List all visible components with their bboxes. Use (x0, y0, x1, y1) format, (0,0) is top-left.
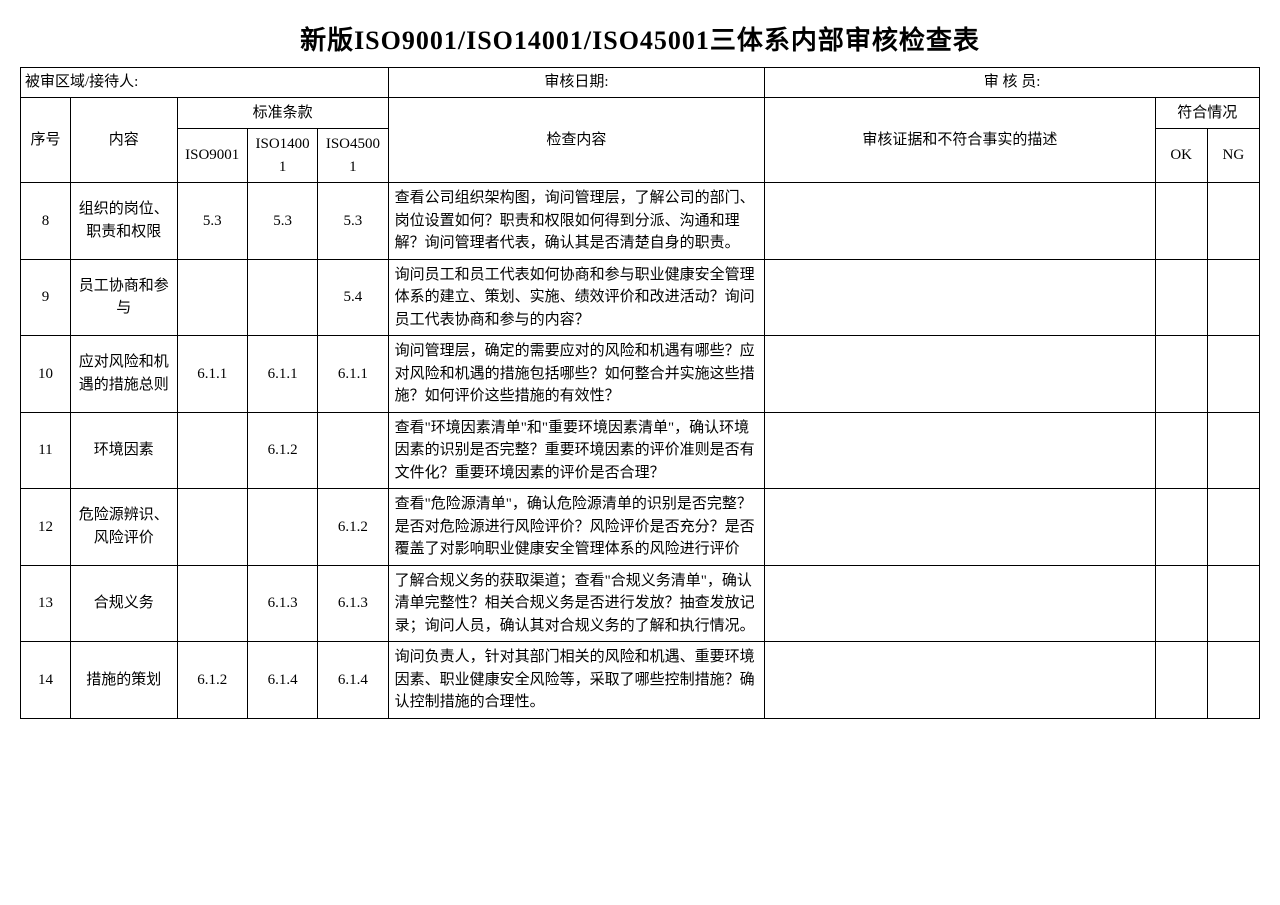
cell-seq: 12 (21, 489, 71, 566)
cell-iso9001: 5.3 (177, 183, 247, 260)
col-header-ng: NG (1207, 129, 1259, 183)
cell-iso14001: 6.1.3 (247, 565, 317, 642)
audit-checklist-table: 被审区域/接待人: 审核日期: 审 核 员: 序号 内容 标准条款 检查内容 审… (20, 67, 1260, 719)
cell-iso45001: 6.1.1 (318, 336, 388, 413)
col-header-ok: OK (1155, 129, 1207, 183)
cell-iso45001: 6.1.3 (318, 565, 388, 642)
cell-iso45001 (318, 412, 388, 489)
cell-iso45001: 6.1.2 (318, 489, 388, 566)
table-row: 10应对风险和机遇的措施总则6.1.16.1.16.1.1询问管理层，确定的需要… (21, 336, 1260, 413)
cell-content: 措施的策划 (70, 642, 177, 719)
cell-seq: 11 (21, 412, 71, 489)
cell-check: 查看"危险源清单"，确认危险源清单的识别是否完整？是否对危险源进行风险评价？风险… (388, 489, 765, 566)
cell-ok (1155, 642, 1207, 719)
cell-iso9001 (177, 259, 247, 336)
col-header-iso45001: ISO45001 (318, 129, 388, 183)
col-header-content: 内容 (70, 97, 177, 183)
cell-ng (1207, 259, 1259, 336)
table-row: 13合规义务6.1.36.1.3了解合规义务的获取渠道；查看"合规义务清单"，确… (21, 565, 1260, 642)
cell-check: 询问员工和员工代表如何协商和参与职业健康安全管理体系的建立、策划、实施、绩效评价… (388, 259, 765, 336)
header-area: 被审区域/接待人: (21, 68, 389, 98)
cell-iso14001 (247, 259, 317, 336)
cell-content: 组织的岗位、职责和权限 (70, 183, 177, 260)
cell-iso45001: 6.1.4 (318, 642, 388, 719)
cell-iso14001: 6.1.4 (247, 642, 317, 719)
cell-check: 询问管理层，确定的需要应对的风险和机遇有哪些？应对风险和机遇的措施包括哪些？如何… (388, 336, 765, 413)
col-header-iso14001: ISO14001 (247, 129, 317, 183)
header-auditor: 审 核 员: (765, 68, 1260, 98)
cell-iso14001: 6.1.1 (247, 336, 317, 413)
cell-seq: 13 (21, 565, 71, 642)
col-header-compliance: 符合情况 (1155, 97, 1259, 129)
cell-ng (1207, 642, 1259, 719)
cell-seq: 9 (21, 259, 71, 336)
cell-iso9001 (177, 412, 247, 489)
cell-content: 危险源辨识、风险评价 (70, 489, 177, 566)
cell-iso14001: 6.1.2 (247, 412, 317, 489)
cell-iso9001: 6.1.2 (177, 642, 247, 719)
col-header-standard: 标准条款 (177, 97, 388, 129)
cell-ng (1207, 489, 1259, 566)
cell-evidence (765, 642, 1155, 719)
table-row: 9员工协商和参与 5.4询问员工和员工代表如何协商和参与职业健康安全管理体系的建立… (21, 259, 1260, 336)
col-header-check: 检查内容 (388, 97, 765, 183)
cell-ok (1155, 183, 1207, 260)
header-date: 审核日期: (388, 68, 765, 98)
cell-ok (1155, 259, 1207, 336)
cell-evidence (765, 183, 1155, 260)
cell-iso9001: 6.1.1 (177, 336, 247, 413)
cell-iso9001 (177, 489, 247, 566)
cell-ng (1207, 183, 1259, 260)
cell-iso14001 (247, 489, 317, 566)
cell-iso45001: 5.3 (318, 183, 388, 260)
cell-content: 应对风险和机遇的措施总则 (70, 336, 177, 413)
cell-evidence (765, 336, 1155, 413)
cell-seq: 10 (21, 336, 71, 413)
cell-ok (1155, 412, 1207, 489)
table-row: 14措施的策划6.1.26.1.46.1.4询问负责人，针对其部门相关的风险和机… (21, 642, 1260, 719)
col-header-iso9001: ISO9001 (177, 129, 247, 183)
cell-ng (1207, 565, 1259, 642)
col-header-evidence: 审核证据和不符合事实的描述 (765, 97, 1155, 183)
cell-content: 环境因素 (70, 412, 177, 489)
cell-evidence (765, 259, 1155, 336)
cell-iso9001 (177, 565, 247, 642)
cell-content: 员工协商和参与 (70, 259, 177, 336)
cell-ok (1155, 565, 1207, 642)
cell-check: 了解合规义务的获取渠道；查看"合规义务清单"，确认清单完整性？相关合规义务是否进… (388, 565, 765, 642)
cell-ok (1155, 489, 1207, 566)
table-row: 11环境因素 6.1.2 查看"环境因素清单"和"重要环境因素清单"，确认环境因素的… (21, 412, 1260, 489)
cell-evidence (765, 565, 1155, 642)
cell-iso14001: 5.3 (247, 183, 317, 260)
cell-evidence (765, 412, 1155, 489)
page-title: 新版ISO9001/ISO14001/ISO45001三体系内部审核检查表 (20, 20, 1260, 57)
cell-seq: 14 (21, 642, 71, 719)
cell-check: 查看公司组织架构图，询问管理层，了解公司的部门、岗位设置如何？职责和权限如何得到… (388, 183, 765, 260)
cell-check: 询问负责人，针对其部门相关的风险和机遇、重要环境因素、职业健康安全风险等，采取了… (388, 642, 765, 719)
cell-check: 查看"环境因素清单"和"重要环境因素清单"，确认环境因素的识别是否完整？重要环境… (388, 412, 765, 489)
cell-content: 合规义务 (70, 565, 177, 642)
cell-ng (1207, 336, 1259, 413)
cell-evidence (765, 489, 1155, 566)
cell-iso45001: 5.4 (318, 259, 388, 336)
col-header-seq: 序号 (21, 97, 71, 183)
cell-ok (1155, 336, 1207, 413)
cell-seq: 8 (21, 183, 71, 260)
table-row: 8组织的岗位、职责和权限5.35.35.3查看公司组织架构图，询问管理层，了解公… (21, 183, 1260, 260)
table-row: 12危险源辨识、风险评价 6.1.2查看"危险源清单"，确认危险源清单的识别是否完… (21, 489, 1260, 566)
cell-ng (1207, 412, 1259, 489)
